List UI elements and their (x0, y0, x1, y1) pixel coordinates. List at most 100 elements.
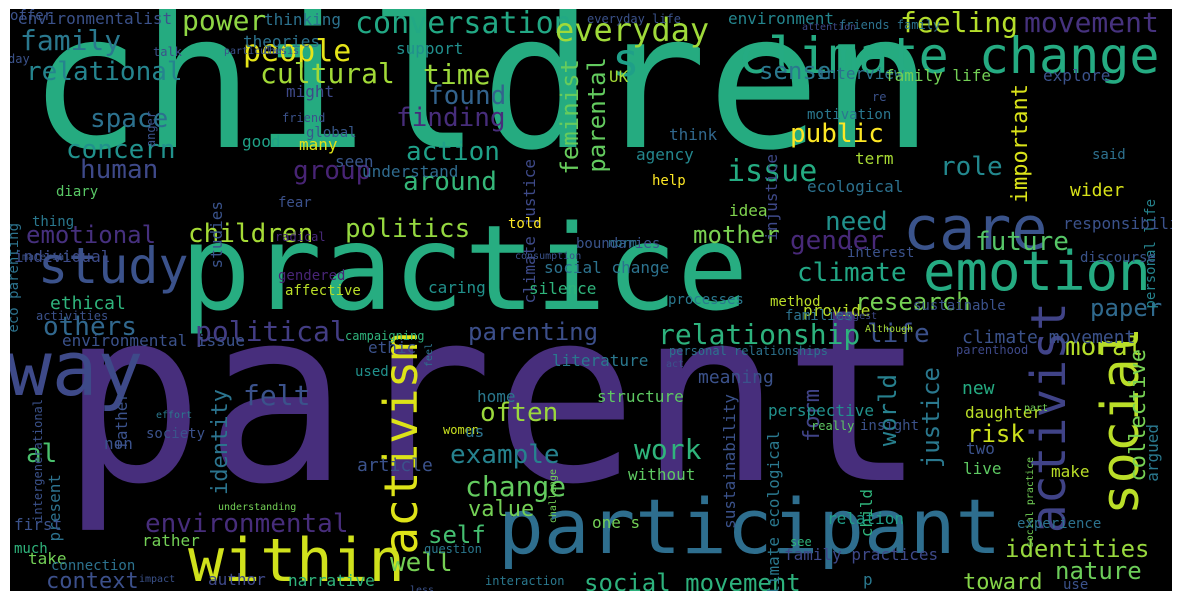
word: less (410, 585, 435, 592)
word: us (465, 422, 485, 441)
word: others (43, 312, 137, 342)
word: environmental (145, 509, 349, 539)
word: particular (224, 46, 285, 57)
word: thesis (263, 46, 300, 57)
word: example (450, 440, 560, 470)
word: climate ecological (764, 431, 783, 591)
word: social practice (1025, 457, 1036, 548)
word: responsibility (1063, 214, 1172, 233)
word: emotional (26, 221, 157, 249)
word: movement (1024, 9, 1159, 39)
word: social change (544, 258, 670, 277)
word: feeling (900, 9, 1019, 39)
word: seen (335, 152, 374, 171)
word: anger (144, 111, 158, 148)
word: emotion (923, 240, 1151, 303)
word: rather (142, 531, 200, 550)
word: families (785, 308, 853, 324)
word: risk (967, 420, 1025, 448)
word: change (465, 470, 567, 503)
word: caring (428, 278, 486, 297)
word: first (14, 515, 63, 534)
word: see (790, 535, 812, 549)
word: life (867, 319, 930, 349)
word: said (1092, 147, 1126, 163)
word: public (790, 119, 884, 149)
word: re (872, 90, 887, 104)
word: s (612, 33, 640, 87)
word: diary (56, 184, 99, 200)
word: ethic (368, 338, 417, 357)
word: political (195, 315, 347, 348)
word: challenge (548, 469, 559, 524)
word: think (669, 125, 718, 144)
word: within (188, 526, 405, 591)
word: society (146, 426, 206, 442)
word: well (390, 548, 453, 578)
word: attention (802, 22, 857, 33)
word: processes (668, 292, 744, 308)
word: everyday life (587, 12, 681, 26)
word: friend (282, 111, 326, 125)
word: literature (552, 351, 649, 370)
word: connection (51, 558, 136, 574)
word: women (443, 423, 480, 437)
word: family life (885, 66, 991, 85)
word: paper (1090, 294, 1163, 322)
word: gender (790, 226, 884, 256)
word: help (652, 173, 686, 189)
word: friends family (839, 18, 941, 32)
word: non (104, 434, 133, 453)
word: might (286, 82, 335, 101)
word: idea (729, 201, 768, 220)
word: sense (759, 57, 832, 85)
word: cultural (260, 57, 395, 90)
word: provide (803, 301, 871, 320)
word: explore (1043, 66, 1111, 85)
word: told (508, 216, 542, 232)
word: gendered (278, 268, 346, 284)
word: good (242, 132, 281, 151)
word: al (26, 439, 58, 469)
word: politics (345, 214, 471, 244)
word: climate (797, 258, 907, 288)
word: suggest (835, 311, 878, 322)
word: thinking (264, 10, 342, 29)
word: environmental issue (62, 331, 246, 350)
word: argued (1143, 424, 1162, 482)
word: fear (278, 195, 312, 211)
word: feminist (556, 59, 584, 175)
word: interest (847, 245, 915, 261)
word: discourse (1080, 250, 1156, 266)
word: activities (36, 309, 109, 323)
word: time (423, 58, 491, 91)
word: children (188, 219, 314, 249)
word: practice (180, 199, 749, 337)
word: silence (529, 279, 597, 298)
word: effort (156, 410, 193, 421)
word: global (306, 125, 357, 141)
word: children (28, 9, 934, 192)
word: wider (1070, 180, 1125, 201)
word: one s (592, 513, 641, 532)
word: really (811, 419, 855, 433)
word: conversation (355, 9, 572, 41)
word: individual (14, 247, 111, 266)
word: offer (10, 9, 53, 24)
word: relational (26, 57, 183, 87)
word: interview (817, 64, 904, 83)
word: boundaries (576, 236, 661, 252)
word: Although (865, 324, 914, 335)
word: use (1063, 577, 1089, 591)
word: new (962, 378, 995, 399)
word: people (243, 34, 352, 69)
word: motivation (807, 107, 892, 123)
word: parenthood (956, 343, 1029, 357)
word: context (46, 569, 139, 592)
word: many (299, 135, 338, 154)
word-cloud: children parent practice participant climate… (10, 9, 1172, 591)
word: human (80, 155, 159, 185)
word: environment (728, 9, 834, 28)
word: UK (609, 67, 629, 86)
word: understanding (218, 502, 297, 513)
